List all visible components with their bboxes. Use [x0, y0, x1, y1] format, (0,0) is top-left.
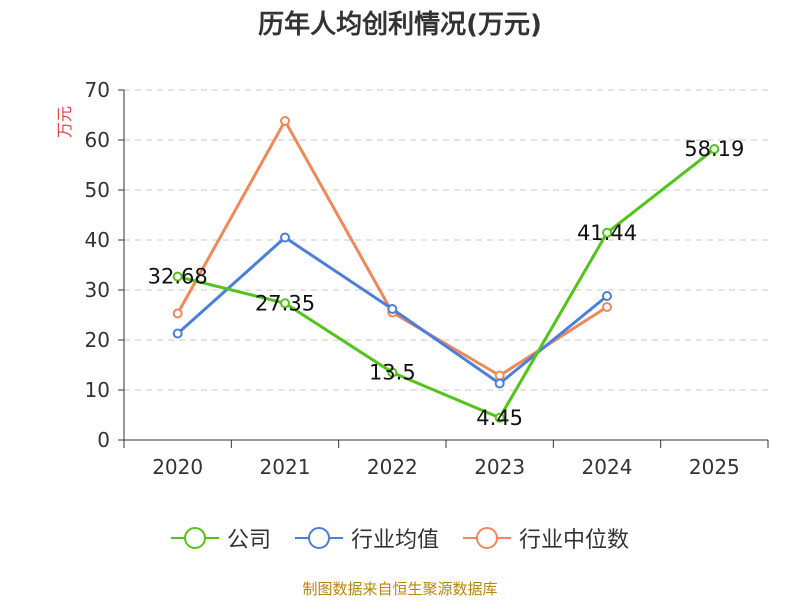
y-tick-label: 40	[85, 228, 110, 252]
data-label: 13.5	[369, 361, 416, 385]
data-label: 41.44	[577, 221, 637, 245]
data-label: 32.68	[148, 265, 208, 289]
series-layer	[172, 116, 720, 423]
legend-swatch	[463, 527, 511, 549]
y-tick-labels: 0 10 20 30 40 50 60 70	[85, 78, 110, 452]
legend: 公司 行业均值 行业中位数	[0, 518, 800, 558]
x-tick-label: 2022	[367, 455, 418, 479]
legend-marker	[307, 527, 330, 549]
data-label: 27.35	[255, 291, 315, 315]
data-point	[602, 227, 612, 238]
data-labels: 32.68 27.35 13.5 4.45 41.44 58.19	[148, 137, 745, 430]
y-tick-label: 70	[85, 78, 110, 102]
legend-marker	[183, 527, 206, 549]
data-point	[172, 328, 183, 339]
axes	[118, 89, 769, 448]
x-tick-label: 2023	[474, 455, 525, 479]
y-tick-label: 0	[97, 428, 110, 452]
x-tick-label: 2020	[152, 455, 203, 479]
data-point	[387, 367, 398, 378]
legend-item[interactable]: 行业中位数	[463, 522, 629, 554]
data-point	[172, 271, 183, 282]
y-axis-label: 万元	[55, 106, 74, 138]
data-point	[280, 232, 290, 243]
data-point	[280, 116, 290, 126]
y-tick-label: 60	[85, 128, 110, 152]
y-tick-label: 30	[85, 278, 110, 302]
legend-swatch	[170, 527, 219, 549]
data-label: 58.19	[684, 137, 744, 161]
x-tick-labels: 2020 2021 2022 2023 2024 2025	[152, 455, 740, 479]
data-point	[602, 291, 612, 301]
x-tick-label: 2024	[582, 455, 633, 479]
y-tick-label: 20	[85, 328, 110, 352]
legend-label: 公司	[226, 528, 271, 553]
data-point	[494, 412, 505, 423]
data-point	[494, 370, 505, 381]
data-point	[602, 302, 612, 312]
legend-label: 行业均值	[350, 528, 439, 553]
y-tick-label: 50	[85, 178, 110, 202]
legend-label: 行业中位数	[519, 528, 630, 553]
data-point	[172, 308, 183, 319]
legend-item[interactable]: 行业均值	[294, 522, 439, 554]
source-note: 制图数据来自恒生聚源数据库	[302, 580, 498, 598]
x-tick-label: 2025	[689, 455, 740, 479]
gridlines	[124, 89, 768, 391]
data-point	[709, 144, 720, 155]
chart-title: 历年人均创利情况(万元)	[258, 10, 542, 40]
data-point	[494, 378, 505, 389]
x-tick-label: 2021	[260, 455, 311, 479]
series-line	[176, 119, 608, 377]
legend-item[interactable]: 公司	[170, 522, 271, 554]
series-line	[177, 147, 716, 420]
legend-swatch	[294, 527, 343, 549]
y-tick-label: 10	[85, 378, 110, 402]
data-point	[280, 298, 290, 309]
legend-marker	[476, 527, 498, 549]
data-point	[387, 304, 398, 314]
data-label: 4.45	[476, 406, 523, 430]
